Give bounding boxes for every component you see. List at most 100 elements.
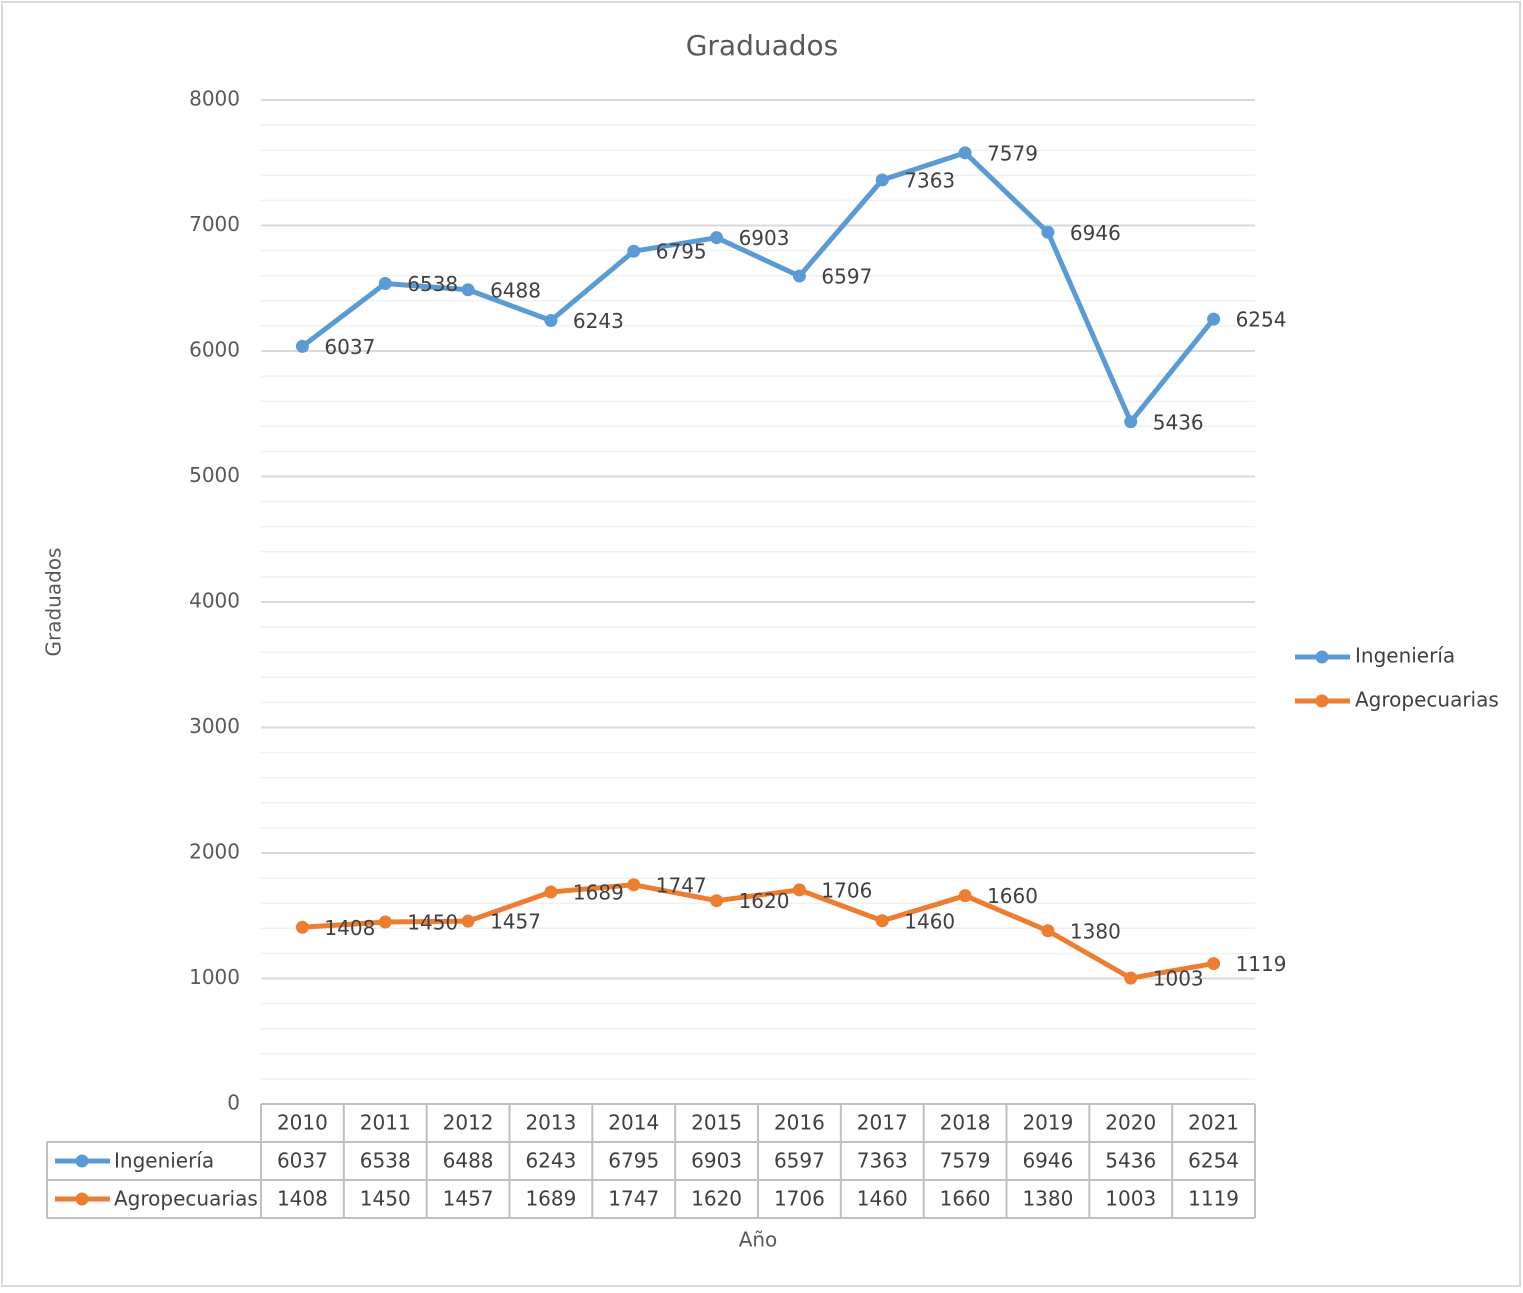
table-value: 6903 bbox=[691, 1149, 742, 1173]
table-value: 1003 bbox=[1105, 1187, 1156, 1211]
table-value: 1450 bbox=[360, 1187, 411, 1211]
data-label: 6795 bbox=[656, 240, 707, 264]
point bbox=[295, 339, 309, 353]
data-label: 6243 bbox=[573, 309, 624, 333]
point bbox=[710, 894, 724, 908]
data-label: 1747 bbox=[656, 873, 707, 897]
x-tick-label: 2013 bbox=[525, 1111, 576, 1135]
x-tick-label: 2017 bbox=[857, 1111, 908, 1135]
point bbox=[544, 314, 558, 328]
data-label: 6488 bbox=[490, 278, 541, 302]
point bbox=[461, 914, 475, 928]
point bbox=[710, 231, 724, 245]
point bbox=[378, 276, 392, 290]
table-value: 1689 bbox=[525, 1187, 576, 1211]
x-tick-label: 2014 bbox=[608, 1111, 659, 1135]
table-value: 6488 bbox=[443, 1149, 494, 1173]
data-label: 1380 bbox=[1070, 919, 1121, 943]
data-label: 1003 bbox=[1153, 967, 1204, 991]
data-label: 1408 bbox=[324, 916, 375, 940]
data-label: 6538 bbox=[407, 272, 458, 296]
point bbox=[875, 914, 889, 928]
point bbox=[1124, 971, 1138, 985]
series-line bbox=[300, 150, 1216, 425]
data-label: 1620 bbox=[739, 889, 790, 913]
table-value: 6037 bbox=[277, 1149, 328, 1173]
table-legend-marker bbox=[75, 1192, 89, 1206]
table-value: 6795 bbox=[608, 1149, 659, 1173]
x-tick-label: 2019 bbox=[1022, 1111, 1073, 1135]
y-tick-label: 2000 bbox=[189, 840, 240, 864]
table-value: 1457 bbox=[443, 1187, 494, 1211]
data-label: 6037 bbox=[324, 335, 375, 359]
data-label: 1706 bbox=[821, 878, 872, 902]
x-tick-label: 2021 bbox=[1188, 1111, 1239, 1135]
data-label: 5436 bbox=[1153, 410, 1204, 434]
point bbox=[461, 283, 475, 297]
point bbox=[1041, 225, 1055, 239]
y-tick-label: 1000 bbox=[189, 965, 240, 989]
data-label: 6903 bbox=[739, 226, 790, 250]
table-value: 1460 bbox=[857, 1187, 908, 1211]
point bbox=[1041, 924, 1055, 938]
point bbox=[958, 889, 972, 903]
y-tick-label: 8000 bbox=[189, 87, 240, 111]
y-tick-label: 3000 bbox=[189, 714, 240, 738]
y-tick-label: 7000 bbox=[189, 212, 240, 236]
chart-title: Graduados bbox=[686, 29, 839, 62]
table-value: 6243 bbox=[525, 1149, 576, 1173]
y-tick-label: 6000 bbox=[189, 338, 240, 362]
legend-marker bbox=[1315, 650, 1329, 664]
table-series-name: Agropecuarias bbox=[114, 1187, 258, 1211]
data-label: 1460 bbox=[904, 909, 955, 933]
x-axis-title: Año bbox=[739, 1228, 778, 1252]
table-value: 1660 bbox=[940, 1187, 991, 1211]
point bbox=[544, 885, 558, 899]
data-label: 1689 bbox=[573, 881, 624, 905]
y-tick-label: 4000 bbox=[189, 589, 240, 613]
y-tick-label: 0 bbox=[227, 1091, 240, 1115]
point bbox=[1124, 415, 1138, 429]
point bbox=[1207, 957, 1221, 971]
x-tick-label: 2020 bbox=[1105, 1111, 1156, 1135]
x-tick-label: 2012 bbox=[443, 1111, 494, 1135]
y-tick-label: 5000 bbox=[189, 463, 240, 487]
data-label: 1660 bbox=[987, 884, 1038, 908]
table-value: 1408 bbox=[277, 1187, 328, 1211]
x-tick-label: 2011 bbox=[360, 1111, 411, 1135]
table-series-name: Ingeniería bbox=[114, 1149, 214, 1173]
data-label: 1457 bbox=[490, 910, 541, 934]
table-value: 6946 bbox=[1022, 1149, 1073, 1173]
table-value: 1119 bbox=[1188, 1187, 1239, 1211]
table-value: 6254 bbox=[1188, 1149, 1239, 1173]
data-label: 6946 bbox=[1070, 221, 1121, 245]
point bbox=[1207, 312, 1221, 326]
point bbox=[627, 244, 641, 258]
table-value: 1620 bbox=[691, 1187, 742, 1211]
point bbox=[875, 173, 889, 187]
table-value: 7579 bbox=[940, 1149, 991, 1173]
data-label: 7363 bbox=[904, 168, 955, 192]
x-tick-label: 2018 bbox=[940, 1111, 991, 1135]
table-value: 5436 bbox=[1105, 1149, 1156, 1173]
point bbox=[792, 269, 806, 283]
point bbox=[958, 146, 972, 160]
y-axis-title: Graduados bbox=[42, 548, 66, 657]
data-label: 1119 bbox=[1236, 952, 1287, 976]
point bbox=[627, 878, 641, 892]
table-legend-marker bbox=[75, 1154, 89, 1168]
x-tick-label: 2015 bbox=[691, 1111, 742, 1135]
data-label: 1450 bbox=[407, 911, 458, 935]
x-tick-label: 2010 bbox=[277, 1111, 328, 1135]
point bbox=[295, 920, 309, 934]
table-value: 1380 bbox=[1022, 1187, 1073, 1211]
table-value: 7363 bbox=[857, 1149, 908, 1173]
x-tick-label: 2016 bbox=[774, 1111, 825, 1135]
data-label: 7579 bbox=[987, 141, 1038, 165]
point bbox=[792, 883, 806, 897]
point bbox=[378, 915, 392, 929]
data-label: 6597 bbox=[821, 265, 872, 289]
legend-label: Agropecuarias bbox=[1355, 688, 1499, 712]
